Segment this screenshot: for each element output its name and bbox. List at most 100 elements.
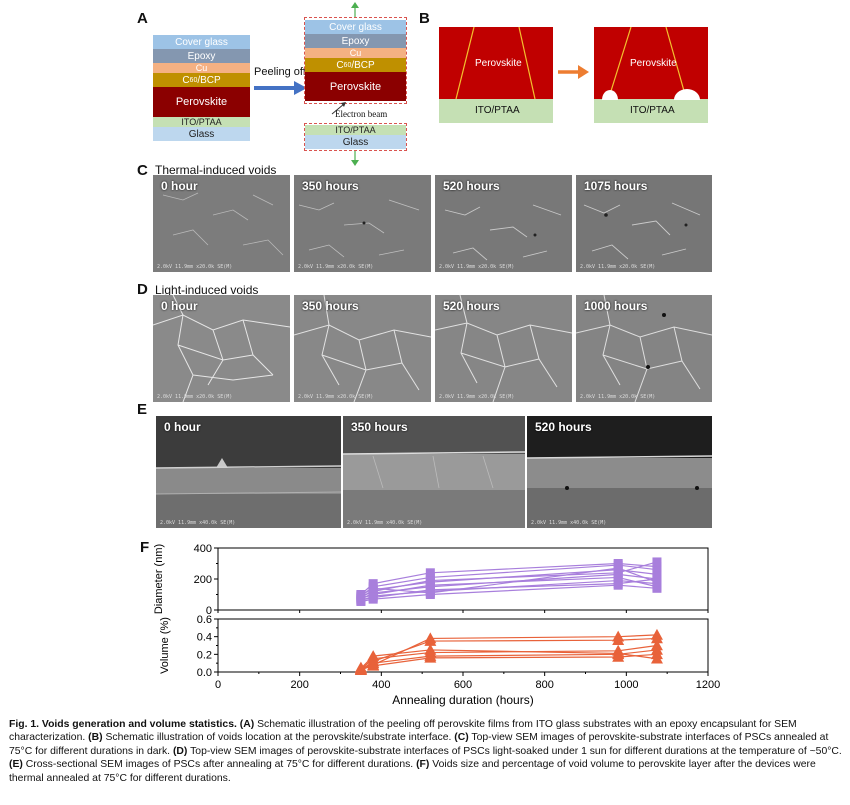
b-substrate-before (439, 99, 553, 123)
sem-d-2-meta: 2.0kV 11.9mm x20.0k SE(M) (439, 394, 515, 400)
layer-perovskite: Perovskite (153, 87, 250, 117)
panel-a-full-stack: Cover glass Epoxy Cu C 60/BCP Perovskite … (153, 35, 250, 141)
panel-b-before: Perovskite ITO/PTAA (439, 27, 553, 123)
layer-cu: Cu (153, 63, 250, 73)
sem-d-0-label: 0 hour (161, 299, 198, 313)
caption-label-f: (F) (416, 759, 430, 771)
diameter-point (356, 590, 366, 600)
diameter-ytick-label: 400 (194, 543, 212, 555)
diameter-point (652, 557, 662, 567)
sem-d-3-meta: 2.0kV 11.9mm x20.0k SE(M) (580, 394, 656, 400)
sem-e-2: 520 hours 2.0kV 11.9mm x40.0k SE(M) (527, 416, 712, 528)
volume-point (612, 650, 625, 662)
volume-ytick-label: 0.2 (197, 649, 212, 661)
sem-texture (435, 295, 572, 402)
xtick-label: 1000 (614, 679, 638, 691)
diameter-point (425, 580, 435, 590)
sem-d-1-meta: 2.0kV 11.9mm x20.0k SE(M) (298, 394, 374, 400)
xtick-label: 200 (290, 679, 308, 691)
caption-text-d: Top-view SEM images of perovskite-substr… (187, 745, 842, 757)
panel-a-letter: A (137, 10, 148, 27)
volume-point (424, 635, 437, 646)
panel-f-letter: F (140, 539, 150, 556)
diameter-point (652, 562, 662, 572)
sem-e-2-meta: 2.0kV 11.9mm x40.0k SE(M) (531, 520, 607, 526)
sem-d-1-label: 350 hours (302, 299, 359, 313)
volume-point (650, 632, 663, 644)
sem-texture (156, 416, 341, 528)
electron-beam-arrow (331, 102, 346, 115)
b-substrate-label-before: ITO/PTAA (475, 105, 520, 116)
b-substrate-after (594, 99, 708, 123)
sem-texture (527, 416, 712, 528)
diameter-point (368, 583, 378, 593)
sem-e-2-label: 520 hours (535, 420, 592, 434)
xtick-label: 1200 (696, 679, 720, 691)
diameter-series-line (360, 561, 658, 598)
diameter-point (652, 577, 662, 587)
caption-title: Fig. 1. Voids generation and volume stat… (9, 719, 237, 730)
electron-beam-label: Electron beam (335, 109, 388, 119)
volume-ytick-label: 0.0 (197, 667, 212, 679)
diameter-ylabel: Diameter (nm) (153, 544, 165, 614)
diameter-point (425, 588, 435, 598)
panel-d-title: Light-induced voids (155, 283, 259, 297)
xtick-label: 800 (535, 679, 553, 691)
diameter-point (613, 563, 623, 573)
peel-arrow (254, 81, 307, 95)
panel-c-title: Thermal-induced voids (155, 163, 277, 177)
bottom-green-arrow (351, 151, 359, 166)
volume-frame (217, 618, 709, 673)
diameter-point (613, 559, 623, 568)
b-grain-boundaries-before (455, 27, 536, 99)
layer-glass: Glass (153, 127, 250, 141)
sem-d-0: 0 hour 2.0kV 11.9mm x20.0k SE(M) (153, 295, 290, 402)
diameter-point (652, 582, 662, 592)
caption-text-f: Voids size and percentage of void volume… (9, 759, 816, 784)
diameter-point (652, 569, 662, 579)
layer-c60-bcp: C 60/BCP (153, 73, 250, 87)
volume-ytick-label: 0.6 (197, 614, 212, 626)
sem-c-3: 1075 hours 2.0kV 11.9mm x20.0k SE(M) (576, 175, 712, 272)
peeled-epoxy: Epoxy (305, 34, 406, 48)
volume-point (354, 661, 367, 673)
peeled-ito-ptaa: ITO/PTAA (305, 125, 406, 135)
diameter-ytick-label: 0 (206, 605, 212, 617)
peeled-cover-glass: Cover glass (305, 20, 406, 34)
sem-e-1-label: 350 hours (351, 420, 408, 434)
layer-ito-ptaa: ITO/PTAA (153, 117, 250, 127)
panel-c-letter: C (137, 162, 148, 179)
sem-d-2: 520 hours 2.0kV 11.9mm x20.0k SE(M) (435, 295, 572, 402)
sem-c-1-meta: 2.0kV 11.9mm x20.0k SE(M) (298, 264, 374, 270)
sem-texture (576, 175, 712, 272)
sem-c-2-label: 520 hours (443, 179, 500, 193)
volume-point (424, 651, 437, 663)
b-grain-boundaries-after (610, 27, 685, 92)
top-green-arrow (351, 2, 359, 17)
sem-texture (435, 175, 572, 272)
sem-c-3-meta: 2.0kV 11.9mm x20.0k SE(M) (580, 264, 656, 270)
caption-label-d: (D) (172, 745, 188, 757)
caption-text-c: Top-view SEM images of perovskite-substr… (9, 732, 829, 757)
xlabel: Annealing duration (hours) (392, 693, 533, 707)
sem-c-0-meta: 2.0kV 11.9mm x20.0k SE(M) (157, 264, 233, 270)
sem-d-1: 350 hours 2.0kV 11.9mm x20.0k SE(M) (294, 295, 431, 402)
b-perovskite-label-before: Perovskite (475, 58, 522, 69)
xtick-label: 600 (454, 679, 472, 691)
b-orange-arrow (558, 65, 589, 79)
sem-texture (294, 295, 431, 402)
volume-point (424, 643, 437, 655)
panel-a-peeled-top: Cover glass Epoxy Cu C 60/BCP Perovskite (304, 17, 407, 104)
b-perovskite-label-after: Perovskite (630, 58, 677, 69)
sem-texture (153, 295, 290, 402)
caption-label-e: (E) (9, 759, 23, 771)
sem-d-3-label: 1000 hours (584, 299, 648, 313)
sem-e-1-meta: 2.0kV 11.9mm x40.0k SE(M) (347, 520, 423, 526)
b-voids (602, 89, 700, 100)
diameter-point (613, 579, 623, 589)
diameter-point (613, 572, 623, 582)
volume-point (612, 634, 625, 645)
sem-d-0-meta: 2.0kV 11.9mm x20.0k SE(M) (157, 394, 233, 400)
sem-texture (294, 175, 431, 272)
sem-e-0-meta: 2.0kV 11.9mm x40.0k SE(M) (160, 520, 236, 526)
